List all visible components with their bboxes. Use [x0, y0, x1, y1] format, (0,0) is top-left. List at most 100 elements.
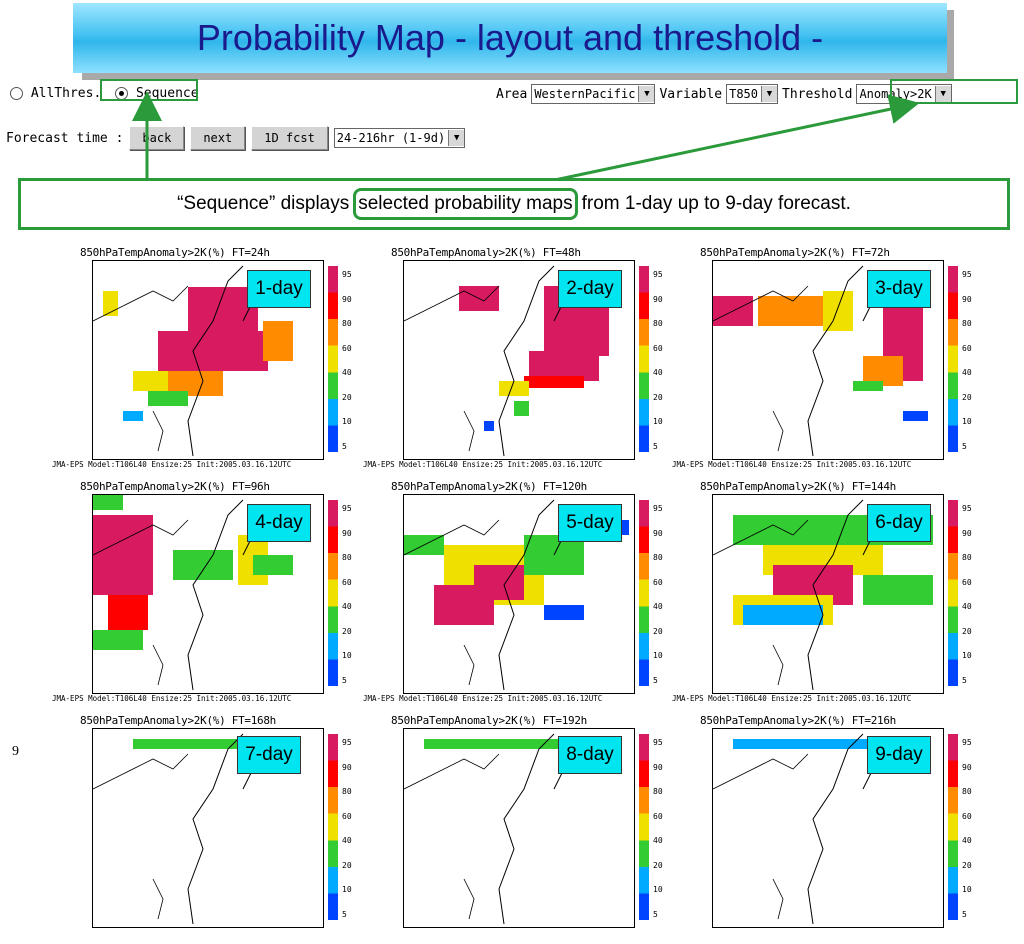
map-caption: JMA-EPS Model:T106L40 Ensize:25 Init:200… — [363, 694, 603, 703]
legend-value: 40 — [653, 368, 663, 377]
area-value: WesternPacific — [534, 87, 636, 101]
legend-value: 90 — [962, 762, 972, 772]
legend-value: 5 — [342, 441, 347, 451]
forecast-row: Forecast time : back next 1D fcst 24-216… — [6, 126, 466, 150]
map-plot — [403, 260, 635, 460]
chevron-down-icon: ▼ — [448, 130, 465, 146]
legend-value: 90 — [962, 294, 972, 304]
legend-value: 95 — [342, 738, 352, 747]
legend-value: 5 — [653, 909, 658, 919]
next-button[interactable]: next — [190, 126, 246, 150]
area-label: Area — [496, 86, 528, 102]
legend-value: 20 — [653, 392, 663, 402]
legend-value: 90 — [342, 294, 352, 304]
legend-value: 95 — [962, 738, 972, 747]
legend-value: 5 — [962, 909, 967, 919]
legend-value: 10 — [962, 651, 972, 660]
map-plot — [92, 494, 324, 694]
map-title: 850hPaTempAnomaly>2K(%) FT=168h — [80, 714, 276, 727]
legend-value: 40 — [342, 602, 352, 611]
legend-value: 60 — [342, 577, 352, 587]
legend-value: 5 — [342, 675, 347, 685]
legend-value: 10 — [653, 417, 663, 426]
legend-value: 60 — [962, 577, 972, 587]
legend-value: 40 — [962, 602, 972, 611]
probability-map: 850hPaTempAnomaly>2K(%) FT=96h 95 90 80 60 40… — [52, 480, 352, 710]
legend-value: 10 — [342, 417, 352, 426]
map-caption: JMA-EPS Model:T106L40 Ensize:25 Init:200… — [52, 694, 292, 703]
forecast-time-label: Forecast time : — [6, 130, 124, 146]
legend-value: 10 — [653, 651, 663, 660]
legend-value: 40 — [342, 368, 352, 377]
arrow-to-threshold — [549, 94, 920, 183]
map-title: 850hPaTempAnomaly>2K(%) FT=192h — [391, 714, 587, 727]
legend-value: 40 — [962, 836, 972, 845]
area-select[interactable]: WesternPacific ▼ — [531, 84, 656, 104]
probability-map: 850hPaTempAnomaly>2K(%) FT=144h 95 90 80 60 4… — [672, 480, 972, 710]
map-caption: JMA-EPS Model:T106L40 Ensize:25 Init:200… — [672, 460, 912, 469]
legend-value: 20 — [342, 392, 352, 402]
page-number: 9 — [12, 744, 19, 759]
color-legend — [328, 734, 338, 920]
legend-value: 80 — [653, 553, 663, 562]
legend-value: 90 — [962, 528, 972, 538]
legend-value: 80 — [342, 787, 352, 796]
radio-allthres-label: AllThres. — [30, 86, 102, 101]
legend-value: 80 — [962, 787, 972, 796]
1d-fcst-button[interactable]: 1D fcst — [251, 126, 328, 150]
sequence-callout: “Sequence” displays selected probability… — [18, 178, 1010, 230]
legend-value: 90 — [342, 762, 352, 772]
variable-label: Variable — [659, 86, 723, 102]
page-title: Probability Map - layout and threshold - — [196, 17, 824, 58]
chevron-down-icon: ▼ — [638, 86, 655, 102]
color-legend — [948, 500, 958, 686]
legend-value: 10 — [962, 417, 972, 426]
legend-value: 80 — [962, 553, 972, 562]
legend-value: 80 — [653, 319, 663, 328]
legend-value: 60 — [962, 343, 972, 353]
legend-value: 20 — [962, 626, 972, 636]
legend-value: 20 — [962, 860, 972, 870]
probability-map: 850hPaTempAnomaly>2K(%) FT=192h 95 90 80 60 4… — [363, 714, 663, 944]
day-label: 8-day — [558, 736, 622, 774]
selector-row: Area WesternPacific ▼ Variable T850 ▼ Thre… — [496, 84, 952, 104]
legend-value: 60 — [653, 577, 663, 587]
back-button[interactable]: back — [129, 126, 185, 150]
map-plot — [712, 260, 944, 460]
forecast-range-value: 24-216hr (1-9d) — [336, 131, 446, 145]
probability-map: 850hPaTempAnomaly>2K(%) FT=72h 95 90 80 60 40… — [672, 246, 972, 476]
legend-value: 95 — [342, 270, 352, 279]
legend-value: 95 — [653, 738, 663, 747]
legend-value: 80 — [342, 319, 352, 328]
legend-value: 40 — [342, 836, 352, 845]
variable-select[interactable]: T850 ▼ — [726, 84, 778, 104]
legend-value: 95 — [962, 504, 972, 513]
legend-value: 10 — [962, 885, 972, 894]
map-title: 850hPaTempAnomaly>2K(%) FT=120h — [391, 480, 587, 493]
chevron-down-icon: ▼ — [761, 86, 777, 102]
annotation-arrows — [132, 91, 920, 183]
map-caption: JMA-EPS Model:T106L40 Ensize:25 Init:200… — [52, 460, 292, 469]
day-label: 4-day — [247, 504, 311, 542]
forecast-range-select[interactable]: 24-216hr (1-9d) ▼ — [333, 128, 466, 148]
color-legend — [948, 734, 958, 920]
radio-allthres[interactable] — [10, 87, 23, 100]
day-label: 7-day — [237, 736, 301, 774]
map-title: 850hPaTempAnomaly>2K(%) FT=216h — [700, 714, 896, 727]
probability-map: 850hPaTempAnomaly>2K(%) FT=24h 95 90 80 60 40… — [52, 246, 352, 476]
legend-value: 60 — [342, 343, 352, 353]
callout-text-highlight: selected probability maps — [353, 188, 578, 220]
map-title: 850hPaTempAnomaly>2K(%) FT=72h — [700, 246, 890, 259]
legend-value: 80 — [653, 787, 663, 796]
legend-value: 95 — [962, 270, 972, 279]
color-legend — [639, 734, 649, 920]
legend-value: 20 — [653, 860, 663, 870]
day-label: 3-day — [867, 270, 931, 308]
probability-map: 850hPaTempAnomaly>2K(%) FT=168h 95 90 80 60 4… — [52, 714, 352, 944]
legend-value: 10 — [342, 651, 352, 660]
legend-value: 60 — [342, 811, 352, 821]
legend-value: 80 — [342, 553, 352, 562]
map-title: 850hPaTempAnomaly>2K(%) FT=48h — [391, 246, 581, 259]
threshold-select[interactable]: Anomaly>2K ▼ — [856, 84, 952, 104]
probability-map: 850hPaTempAnomaly>2K(%) FT=48h 95 90 80 60 40… — [363, 246, 663, 476]
